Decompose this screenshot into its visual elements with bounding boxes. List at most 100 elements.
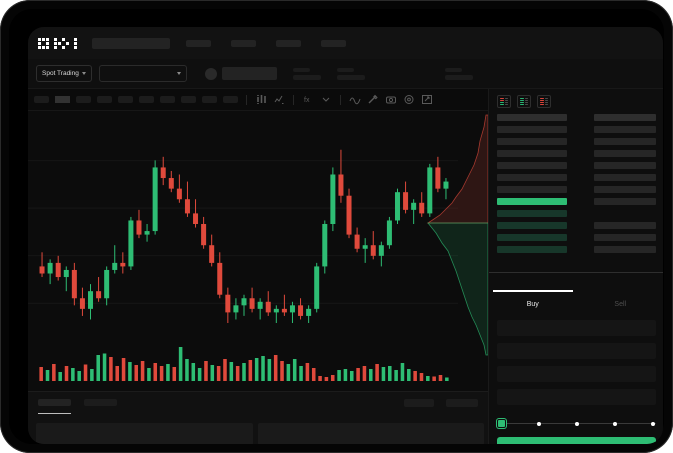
trading-mode-label: Spot Trading xyxy=(42,70,79,77)
order-book-row[interactable] xyxy=(497,174,567,181)
timeframe-button[interactable] xyxy=(76,96,91,103)
percent-slider[interactable] xyxy=(497,419,656,428)
orders-tab-history[interactable] xyxy=(84,399,117,406)
nav-link-1[interactable] xyxy=(186,39,211,47)
order-field-price[interactable] xyxy=(497,320,656,336)
submit-buy-button[interactable] xyxy=(497,437,656,444)
panel-divider xyxy=(489,272,663,273)
market-stat-label xyxy=(292,67,310,72)
order-book-panel: Buy Sell xyxy=(488,89,663,444)
order-book-bid-row[interactable] xyxy=(497,234,567,241)
camera-icon[interactable] xyxy=(385,94,397,106)
order-book-bid-row[interactable] xyxy=(497,246,567,253)
order-book-left-column xyxy=(497,114,567,258)
trading-pair-select[interactable] xyxy=(98,65,187,82)
slider-handle[interactable] xyxy=(497,419,506,428)
order-book-view-modes xyxy=(489,89,663,114)
candlestick-chart-icon[interactable] xyxy=(255,94,267,106)
market-stat-value xyxy=(336,74,365,80)
orders-panel-tabs xyxy=(38,399,117,406)
trading-mode-select[interactable]: Spot Trading xyxy=(36,65,92,82)
order-book-row[interactable] xyxy=(594,222,656,229)
order-book-row[interactable] xyxy=(497,138,567,145)
tab-buy[interactable]: Buy xyxy=(489,290,577,314)
search-input[interactable] xyxy=(92,37,170,49)
line-chart-icon[interactable] xyxy=(273,94,285,106)
ruler-icon[interactable] xyxy=(367,94,379,106)
order-field-total[interactable] xyxy=(497,366,656,382)
timeframe-button[interactable] xyxy=(97,96,112,103)
order-book-bid-row[interactable] xyxy=(497,210,567,217)
order-book-row[interactable] xyxy=(594,198,656,205)
active-tab-underline xyxy=(38,413,71,414)
device-bezel: Spot Trading xyxy=(9,9,664,444)
okx-logo[interactable] xyxy=(38,37,81,49)
app-screen: Spot Trading xyxy=(28,27,663,444)
both-depth-icon[interactable] xyxy=(497,95,511,108)
bids-only-icon[interactable] xyxy=(517,95,531,108)
order-book-highlighted-row[interactable] xyxy=(497,198,567,205)
price-chart[interactable] xyxy=(28,111,488,391)
timeframe-button[interactable] xyxy=(160,96,175,103)
chevron-down-icon xyxy=(81,72,86,75)
timeframe-button-active[interactable] xyxy=(55,96,70,103)
timeframe-button[interactable] xyxy=(202,96,217,103)
timeframe-button[interactable] xyxy=(139,96,154,103)
order-book-row[interactable] xyxy=(594,174,656,181)
timeframe-button[interactable] xyxy=(118,96,133,103)
slider-stop-75[interactable] xyxy=(613,421,617,426)
order-book-row[interactable] xyxy=(594,138,656,145)
order-field-available[interactable] xyxy=(497,389,656,405)
order-book-row[interactable] xyxy=(497,150,567,157)
indicator-icon[interactable]: fx xyxy=(302,94,314,106)
market-header: Spot Trading xyxy=(28,59,663,89)
tab-sell[interactable]: Sell xyxy=(577,294,664,314)
order-book-row[interactable] xyxy=(594,126,656,133)
toolbar-divider xyxy=(293,94,294,105)
market-stat-3 xyxy=(444,67,473,80)
toolbar-divider xyxy=(340,94,341,105)
order-book-rows[interactable] xyxy=(489,114,663,274)
order-book-row[interactable] xyxy=(594,150,656,157)
buy-sell-tabs: Buy Sell xyxy=(489,290,664,314)
market-depth-chart xyxy=(426,114,488,356)
volume-series xyxy=(39,347,449,381)
orders-tab-open[interactable] xyxy=(38,399,71,406)
tab-buy-label: Buy xyxy=(526,300,539,308)
trend-line-icon[interactable] xyxy=(349,94,361,106)
compare-icon[interactable] xyxy=(320,94,332,106)
timeframe-button[interactable] xyxy=(181,96,196,103)
order-book-row[interactable] xyxy=(497,162,567,169)
settings-icon[interactable] xyxy=(403,94,415,106)
timeframe-button[interactable] xyxy=(223,96,238,103)
slider-stop-25[interactable] xyxy=(537,421,541,426)
coin-avatar xyxy=(204,67,217,80)
order-book-row[interactable] xyxy=(594,234,656,241)
orders-content-block xyxy=(36,423,253,444)
order-book-row[interactable] xyxy=(497,186,567,193)
asks-only-icon[interactable] xyxy=(537,95,551,108)
nav-link-3[interactable] xyxy=(276,39,301,47)
order-book-row[interactable] xyxy=(497,126,567,133)
fullscreen-icon[interactable] xyxy=(421,94,433,106)
market-stat-2 xyxy=(336,67,365,80)
orders-action-1[interactable] xyxy=(404,399,434,407)
order-book-column-header xyxy=(594,114,656,121)
order-book-row[interactable] xyxy=(594,246,656,253)
orders-action-2[interactable] xyxy=(446,399,478,407)
timeframe-button[interactable] xyxy=(34,96,49,103)
order-book-row[interactable] xyxy=(594,186,656,193)
slider-stop-100[interactable] xyxy=(651,421,655,426)
chevron-down-icon xyxy=(176,72,181,75)
chart-toolbar: fx xyxy=(28,89,488,111)
order-field-amount[interactable] xyxy=(497,343,656,359)
slider-stop-50[interactable] xyxy=(575,421,579,426)
nav-link-4[interactable] xyxy=(321,39,346,47)
orders-panel xyxy=(28,391,488,444)
market-stat-value xyxy=(444,74,473,80)
order-book-bid-row[interactable] xyxy=(497,222,567,229)
order-book-column-header xyxy=(497,114,567,121)
nav-link-2[interactable] xyxy=(231,39,256,47)
order-book-row[interactable] xyxy=(594,162,656,169)
